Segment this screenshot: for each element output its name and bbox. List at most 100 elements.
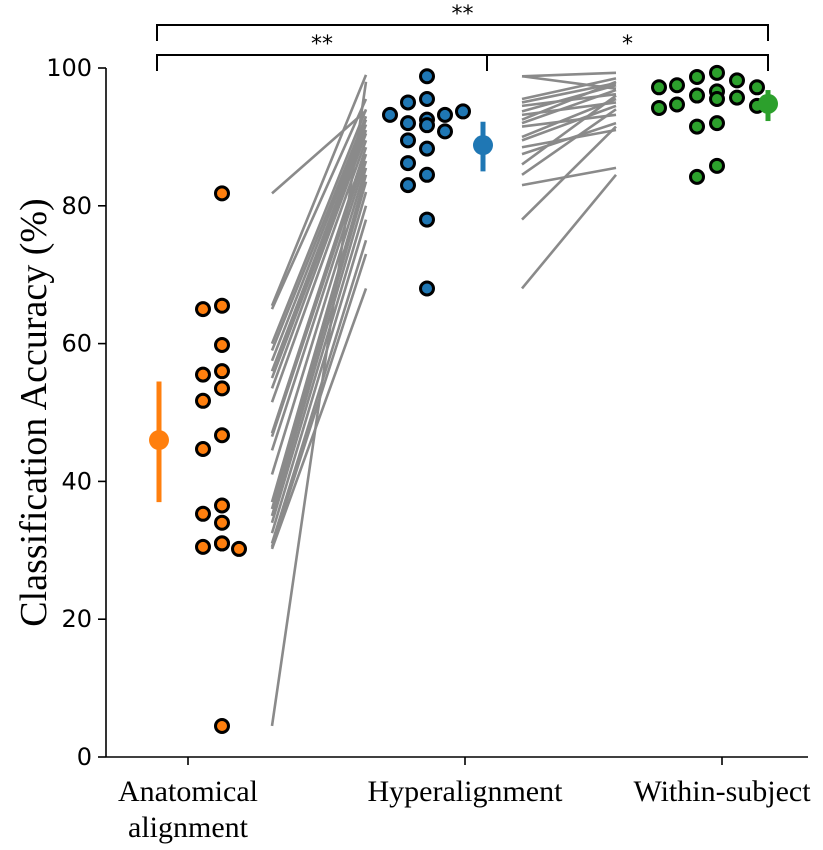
data-point-hyper: [400, 94, 416, 111]
y-tick-label: 80: [61, 192, 92, 220]
data-point-hyper: [400, 155, 416, 172]
paired-line: [521, 108, 617, 176]
data-point-anatomical: [195, 392, 211, 409]
paired-line: [521, 97, 617, 139]
paired-line: [270, 108, 368, 345]
data-point-hyper: [400, 132, 416, 149]
paired-line: [270, 160, 368, 451]
paired-line: [270, 119, 368, 362]
data-point-anatomical: [214, 514, 230, 531]
data-point-anatomical: [214, 336, 230, 353]
significance-bracket: [486, 54, 769, 71]
data-points: [195, 64, 765, 734]
y-tick-label: 0: [77, 743, 92, 771]
paired-line: [521, 94, 617, 166]
data-point-hyper: [455, 103, 471, 120]
data-point-anatomical: [214, 185, 230, 202]
data-point-hyper: [419, 68, 435, 85]
paired-line: [270, 124, 368, 372]
y-tick-label: 40: [61, 467, 92, 495]
x-tick-label: Hyperalignment: [368, 775, 564, 808]
paired-line: [270, 174, 368, 503]
paired-line: [270, 74, 368, 307]
paired-lines: [270, 71, 618, 727]
paired-line: [521, 71, 617, 78]
data-point-within: [689, 118, 705, 135]
data-point-anatomical: [231, 540, 247, 557]
y-tick-label: 60: [61, 330, 92, 358]
data-point-hyper: [419, 91, 435, 108]
paired-line: [521, 83, 617, 113]
y-tick-label: 20: [61, 605, 92, 633]
mean-marker-anatomical: [149, 430, 169, 451]
paired-line: [270, 153, 368, 438]
data-point-anatomical: [214, 363, 230, 380]
data-point-hyper: [419, 166, 435, 183]
significance-label: *: [622, 32, 633, 57]
data-point-within: [729, 72, 745, 89]
data-point-hyper: [419, 211, 435, 228]
x-tick-label: Anatomical: [118, 775, 258, 808]
paired-line: [521, 166, 617, 187]
paired-line: [270, 115, 368, 351]
data-point-anatomical: [195, 301, 211, 318]
paired-line: [270, 98, 368, 310]
y-tick-label: 100: [46, 54, 92, 82]
data-point-within: [669, 77, 685, 94]
data-point-anatomical: [214, 497, 230, 514]
significance-bracket: [156, 54, 488, 71]
paired-line: [270, 219, 368, 534]
y-axis-label: Classification Accuracy (%): [13, 198, 55, 626]
data-point-anatomical: [214, 717, 230, 734]
paired-line: [271, 109, 367, 195]
data-point-within: [749, 79, 765, 96]
data-point-hyper: [382, 106, 398, 123]
paired-line: [270, 288, 368, 550]
paired-line: [270, 191, 368, 517]
data-point-anatomical: [195, 441, 211, 458]
data-point-within: [689, 168, 705, 185]
data-point-anatomical: [214, 380, 230, 397]
paired-line: [521, 121, 617, 156]
data-point-within: [651, 79, 667, 96]
x-tick-label: Within-subject: [633, 775, 811, 808]
data-point-anatomical: [195, 366, 211, 383]
paired-line: [520, 173, 618, 290]
data-point-within: [669, 96, 685, 113]
paired-line: [521, 125, 617, 221]
paired-line: [521, 104, 617, 142]
paired-line: [521, 88, 617, 125]
data-point-hyper: [437, 106, 453, 123]
significance-bracket: [156, 24, 769, 41]
data-point-hyper: [400, 177, 416, 194]
paired-line: [270, 81, 368, 727]
paired-line: [270, 133, 368, 389]
data-point-hyper: [419, 140, 435, 157]
paired-line: [521, 81, 617, 104]
paired-line: [270, 167, 368, 475]
paired-line: [521, 80, 617, 121]
significance-brackets: **** *: [156, 2, 769, 71]
paired-line: [521, 77, 617, 101]
mean-marker-hyper: [473, 135, 493, 156]
paired-line: [270, 129, 368, 379]
paired-line: [270, 181, 368, 510]
data-point-within: [709, 157, 725, 174]
significance-label: **: [452, 2, 474, 27]
data-point-hyper: [437, 123, 453, 140]
data-point-hyper: [419, 280, 435, 297]
paired-line: [270, 205, 368, 524]
paired-line: [521, 113, 617, 128]
x-tick-label: alignment: [128, 811, 249, 844]
data-point-anatomical: [195, 538, 211, 555]
mean-markers: [149, 90, 778, 503]
data-point-hyper: [400, 115, 416, 132]
data-point-within: [709, 91, 725, 108]
data-point-within: [689, 68, 705, 85]
y-ticks: 0 20 40 60 80 100: [46, 54, 106, 771]
data-point-within: [651, 99, 667, 116]
data-point-anatomical: [214, 535, 230, 552]
